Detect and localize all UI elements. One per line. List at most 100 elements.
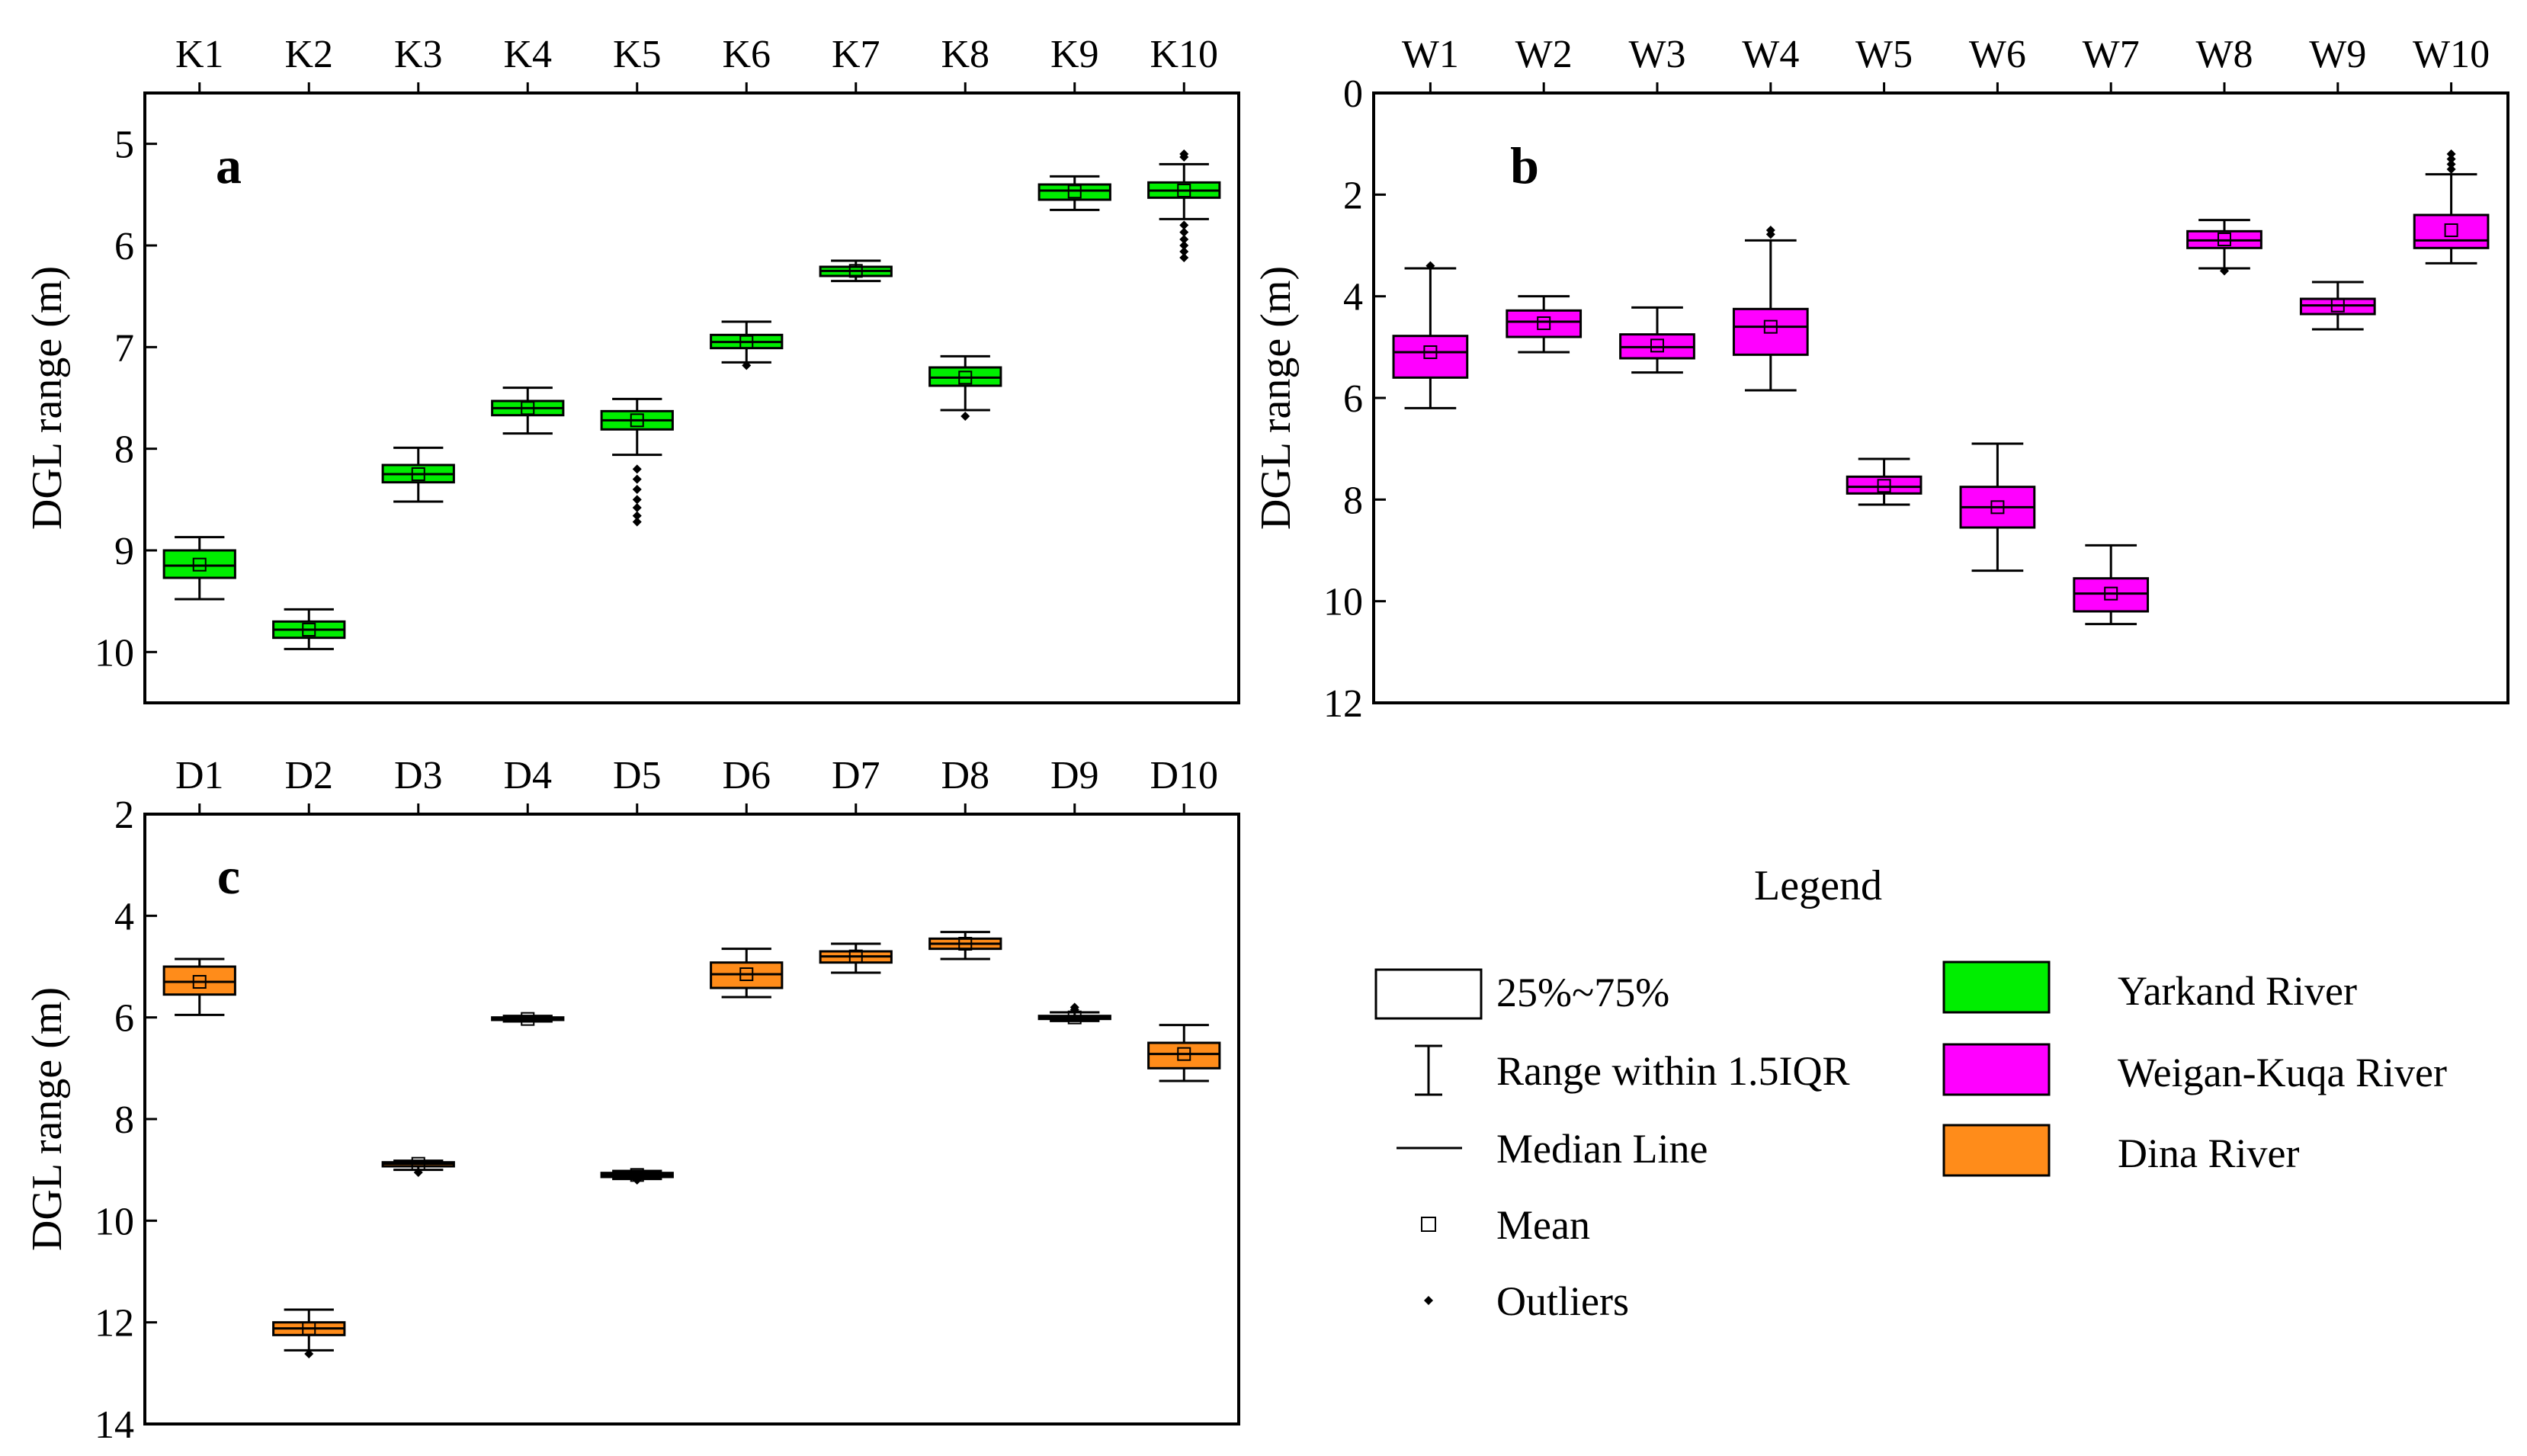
mean-marker [192, 975, 207, 989]
legend-weigan-kuqa-swatch [1942, 1043, 2051, 1096]
box-K8 [928, 354, 1002, 421]
x-tick-label: D2 [284, 754, 333, 797]
outlier-point [632, 474, 642, 484]
y-tick-label: 9 [114, 530, 134, 573]
mean-marker [1423, 345, 1438, 359]
mean-marker [1650, 338, 1664, 353]
y-tick-label: 8 [114, 428, 134, 472]
outlier-point [632, 517, 642, 527]
outlier-point [632, 511, 642, 521]
y-tick-label: 5 [114, 123, 134, 167]
mean-marker [2218, 233, 2231, 246]
x-tick-label: W6 [1969, 33, 2026, 76]
legend-whisker-swatch [1415, 1044, 1442, 1096]
mean-marker [521, 1012, 535, 1026]
legend: Legend 25%~75% Range within 1.5IQR Media… [1374, 862, 2447, 1324]
box-W1 [1392, 261, 1469, 409]
mean-marker [192, 557, 207, 572]
legend-yarkand-swatch [1942, 961, 2051, 1014]
panel-b: 0 2 4 6 8 10 12 DGL range (m) b W1 W2 W3 W4 W5 W6 W7 W8 W… [1252, 33, 2509, 726]
x-tick-label: D1 [175, 754, 224, 797]
x-tick-label: K6 [722, 33, 771, 76]
box-iqr [2413, 213, 2490, 249]
outlier-point [742, 361, 752, 370]
y-tick-label: 10 [1323, 581, 1363, 624]
x-tick-label: W1 [1402, 33, 1459, 76]
box-D9 [1037, 1002, 1111, 1025]
x-tick-label: W10 [2413, 33, 2490, 76]
legend-box-label: 25%~75% [1496, 970, 1669, 1015]
box-K9 [1037, 175, 1111, 211]
outlier-point [413, 1168, 423, 1177]
x-tick-label: W9 [2309, 33, 2366, 76]
outlier-point [1179, 235, 1189, 244]
y-axis-title: DGL range (m) [24, 987, 71, 1251]
x-tick-label: K4 [503, 33, 552, 76]
box-D1 [162, 957, 236, 1016]
mean-marker [2104, 586, 2118, 601]
box-iqr [1392, 335, 1469, 379]
y-tick-label: 7 [114, 326, 134, 370]
x-tick-label: K3 [394, 33, 443, 76]
y-tick-label: 10 [95, 631, 134, 675]
panel-letter: b [1510, 136, 1539, 194]
box-W5 [1846, 457, 1923, 506]
mean-marker [1990, 500, 2005, 515]
mean-marker [1537, 316, 1551, 330]
panel-c: 2 4 6 8 10 12 14 DGL range (m) c D1 D2 D3 D4 D5 D6 D7 D8… [24, 754, 1240, 1447]
outlier-point [2220, 266, 2229, 276]
y-tick-label: 6 [114, 225, 134, 268]
mean-marker [302, 623, 316, 637]
mean-marker [521, 401, 535, 415]
mean-marker [1763, 319, 1778, 334]
mean-marker [2444, 223, 2458, 237]
outlier-point [632, 1175, 642, 1185]
legend-yarkand-label: Yarkand River [2118, 968, 2357, 1014]
mean-marker [958, 370, 973, 385]
legend-dina-swatch [1942, 1124, 2051, 1177]
box-W9 [2299, 281, 2376, 331]
x-tick-label: K8 [941, 33, 989, 76]
y-tick-label: 4 [1343, 276, 1363, 319]
panel-letter: a [216, 136, 242, 194]
y-tick-label: 10 [95, 1200, 134, 1243]
x-tick-label: D10 [1150, 754, 1218, 797]
outlier-point [2446, 154, 2456, 164]
y-axis-title: DGL range (m) [1252, 266, 1300, 530]
mean-marker [739, 335, 754, 349]
outlier-point [632, 485, 642, 494]
box-W3 [1619, 306, 1695, 374]
outlier-point [632, 464, 642, 474]
y-tick-label: 4 [114, 895, 134, 938]
x-tick-label: D4 [503, 754, 552, 797]
y-tick-label: 12 [95, 1302, 134, 1345]
y-tick-label: 8 [1343, 479, 1363, 522]
box-iqr [162, 549, 236, 579]
outlier-point [1179, 227, 1189, 237]
legend-title: Legend [1754, 862, 1882, 909]
box-D10 [1147, 1024, 1221, 1082]
legend-weigan-kuqa-label: Weigan-Kuqa River [2118, 1050, 2447, 1095]
x-tick-label: D3 [394, 754, 443, 797]
mean-marker [302, 1321, 316, 1336]
mean-marker [958, 937, 973, 951]
x-tick-label: D9 [1050, 754, 1099, 797]
y-tick-label: 14 [95, 1403, 134, 1447]
box-D5 [600, 1168, 674, 1185]
outlier-point [1425, 261, 1435, 271]
x-tick-label: W7 [2083, 33, 2140, 76]
mean-marker [1177, 1047, 1191, 1061]
box-W7 [2073, 544, 2150, 626]
outlier-point [2446, 149, 2456, 159]
x-tick-label: W8 [2195, 33, 2253, 76]
outlier-point [1179, 220, 1189, 230]
mean-marker [1177, 184, 1191, 197]
box-D3 [381, 1156, 455, 1177]
box-iqr [1506, 309, 1583, 338]
y-tick-label: 2 [1343, 174, 1363, 217]
box-K6 [710, 320, 784, 370]
outlier-point [632, 495, 642, 505]
legend-outlier-swatch [1424, 1296, 1433, 1305]
legend-mean-swatch [1421, 1217, 1436, 1232]
y-tick-label: 6 [114, 997, 134, 1041]
